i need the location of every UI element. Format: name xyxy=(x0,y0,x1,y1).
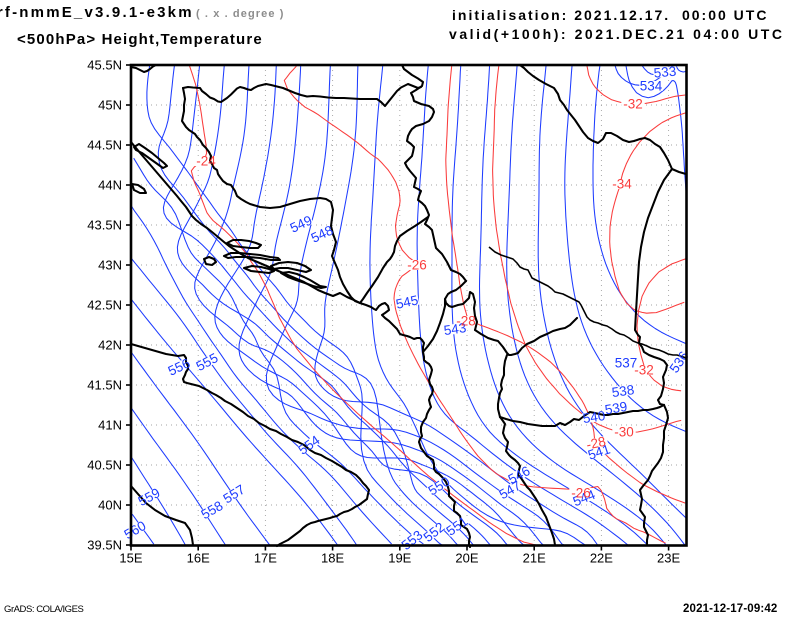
svg-text:-26: -26 xyxy=(407,258,427,273)
svg-text:-32: -32 xyxy=(634,363,654,378)
svg-text:536: 536 xyxy=(666,349,691,376)
svg-text:537: 537 xyxy=(615,356,638,371)
svg-text:40N: 40N xyxy=(98,498,122,513)
svg-text:540: 540 xyxy=(582,408,606,426)
svg-text:-32: -32 xyxy=(623,97,643,112)
svg-text:40.5N: 40.5N xyxy=(87,458,122,473)
svg-text:551: 551 xyxy=(444,513,471,538)
svg-text:41.5N: 41.5N xyxy=(87,378,122,393)
svg-text:39.5N: 39.5N xyxy=(87,538,122,553)
svg-text:541: 541 xyxy=(586,441,612,462)
svg-text:20E: 20E xyxy=(455,551,478,566)
svg-text:556: 556 xyxy=(166,356,193,379)
svg-text:534: 534 xyxy=(640,79,663,94)
svg-text:-28: -28 xyxy=(456,314,476,329)
svg-text:560: 560 xyxy=(122,518,149,542)
svg-text:-30: -30 xyxy=(614,425,634,440)
svg-text:533: 533 xyxy=(653,64,677,81)
svg-text:43.5N: 43.5N xyxy=(87,218,122,233)
svg-text:45N: 45N xyxy=(98,98,122,113)
svg-text:-26: -26 xyxy=(571,486,591,501)
svg-text:22E: 22E xyxy=(590,551,613,566)
svg-text:-28: -28 xyxy=(585,434,607,453)
svg-text:15E: 15E xyxy=(119,551,142,566)
svg-text:44.5N: 44.5N xyxy=(87,138,122,153)
svg-text:41N: 41N xyxy=(98,418,122,433)
svg-text:42.5N: 42.5N xyxy=(87,298,122,313)
svg-text:17E: 17E xyxy=(254,551,277,566)
svg-text:552: 552 xyxy=(421,519,448,545)
svg-text:42N: 42N xyxy=(98,338,122,353)
svg-text:18E: 18E xyxy=(321,551,344,566)
svg-text:16E: 16E xyxy=(187,551,210,566)
svg-text:558: 558 xyxy=(199,498,226,522)
svg-text:45.5N: 45.5N xyxy=(87,58,122,73)
svg-text:21E: 21E xyxy=(523,551,546,566)
svg-text:553: 553 xyxy=(399,527,426,553)
svg-text:23E: 23E xyxy=(657,551,680,566)
svg-text:543: 543 xyxy=(443,320,467,338)
svg-text:559: 559 xyxy=(136,485,163,509)
svg-text:43N: 43N xyxy=(98,258,122,273)
svg-text:44N: 44N xyxy=(98,178,122,193)
svg-text:545: 545 xyxy=(394,292,419,311)
svg-text:-24: -24 xyxy=(196,154,216,169)
svg-text:538: 538 xyxy=(611,382,635,400)
svg-text:557: 557 xyxy=(221,482,248,507)
svg-text:19E: 19E xyxy=(388,551,411,566)
svg-text:539: 539 xyxy=(604,399,629,418)
svg-text:-34: -34 xyxy=(612,177,632,192)
